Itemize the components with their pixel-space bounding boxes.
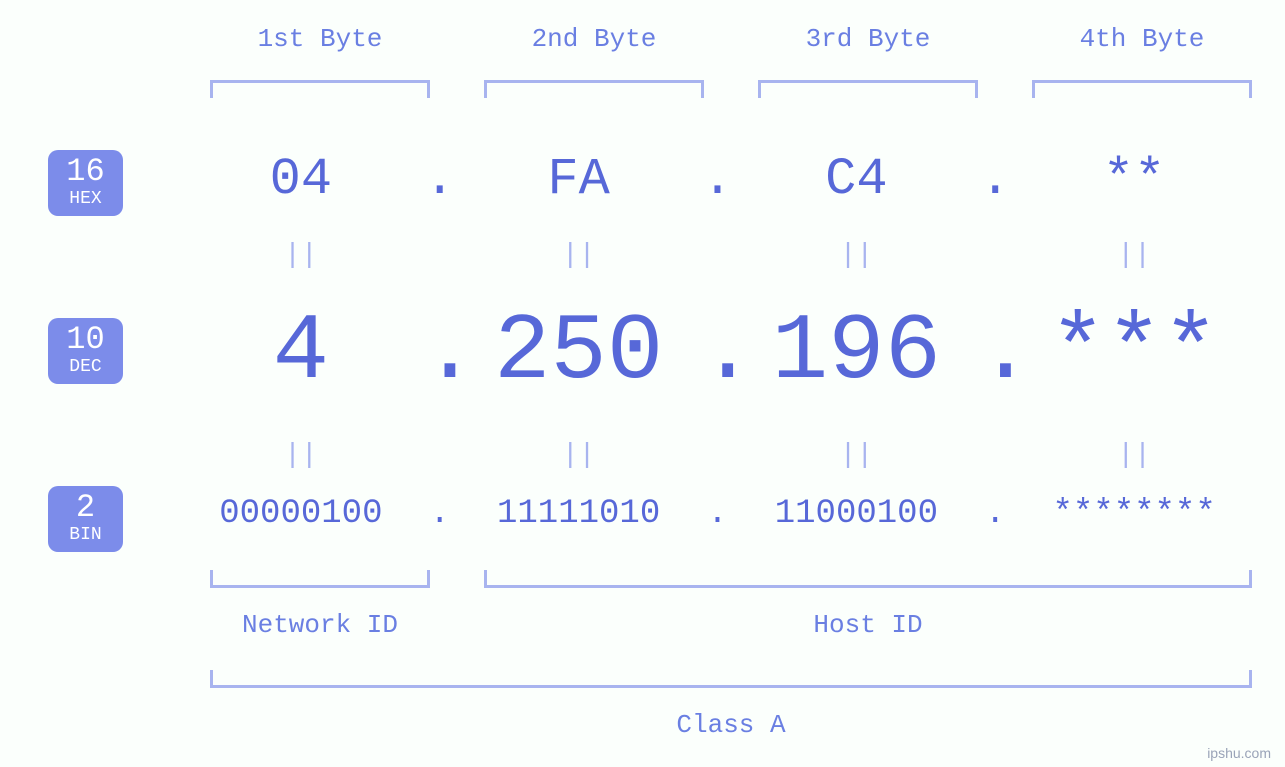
dec-row: 4 . 250 . 196 . *** bbox=[180, 300, 1255, 406]
bin-dot-3: . bbox=[977, 495, 1013, 533]
dec-dot-3: . bbox=[977, 300, 1013, 406]
dec-dot-2: . bbox=[700, 300, 736, 406]
base-badge-bin: 2 BIN bbox=[48, 486, 123, 552]
eq-2-4: || bbox=[1013, 440, 1255, 471]
host-bracket bbox=[484, 570, 1252, 588]
eq-2-2: || bbox=[458, 440, 700, 471]
bin-row: 00000100 . 11111010 . 11000100 . *******… bbox=[180, 495, 1255, 533]
bin-byte-3: 11000100 bbox=[736, 495, 978, 533]
eq-1-3: || bbox=[736, 240, 978, 271]
byte-bracket-3 bbox=[758, 80, 978, 98]
base-badge-hex: 16 HEX bbox=[48, 150, 123, 216]
byte-header-2: 2nd Byte bbox=[484, 24, 704, 54]
base-num-bin: 2 bbox=[48, 492, 123, 524]
network-id-label: Network ID bbox=[210, 610, 430, 640]
equals-row-2: || || || || bbox=[180, 440, 1255, 471]
ip-diagram: 1st Byte 2nd Byte 3rd Byte 4th Byte 16 H… bbox=[0, 0, 1285, 767]
dec-byte-3: 196 bbox=[736, 300, 978, 406]
dec-byte-1: 4 bbox=[180, 300, 422, 406]
base-sub-dec: DEC bbox=[48, 358, 123, 376]
byte-header-4: 4th Byte bbox=[1032, 24, 1252, 54]
eq-2-1: || bbox=[180, 440, 422, 471]
base-num-hex: 16 bbox=[48, 156, 123, 188]
class-bracket bbox=[210, 670, 1252, 688]
base-sub-bin: BIN bbox=[48, 526, 123, 544]
byte-bracket-4 bbox=[1032, 80, 1252, 98]
bin-dot-1: . bbox=[422, 495, 458, 533]
byte-bracket-1 bbox=[210, 80, 430, 98]
hex-dot-2: . bbox=[700, 150, 736, 209]
eq-1-4: || bbox=[1013, 240, 1255, 271]
dec-byte-2: 250 bbox=[458, 300, 700, 406]
bin-byte-2: 11111010 bbox=[458, 495, 700, 533]
hex-byte-2: FA bbox=[458, 150, 700, 209]
hex-byte-4: ** bbox=[1013, 150, 1255, 209]
base-badge-dec: 10 DEC bbox=[48, 318, 123, 384]
hex-row: 04 . FA . C4 . ** bbox=[180, 150, 1255, 209]
eq-2-3: || bbox=[736, 440, 978, 471]
byte-header-1: 1st Byte bbox=[210, 24, 430, 54]
base-sub-hex: HEX bbox=[48, 190, 123, 208]
dec-dot-1: . bbox=[422, 300, 458, 406]
network-bracket bbox=[210, 570, 430, 588]
hex-byte-3: C4 bbox=[736, 150, 978, 209]
byte-header-3: 3rd Byte bbox=[758, 24, 978, 54]
bin-byte-1: 00000100 bbox=[180, 495, 422, 533]
dec-byte-4: *** bbox=[1013, 300, 1255, 406]
host-id-label: Host ID bbox=[484, 610, 1252, 640]
eq-1-1: || bbox=[180, 240, 422, 271]
watermark: ipshu.com bbox=[1207, 745, 1271, 761]
byte-bracket-2 bbox=[484, 80, 704, 98]
equals-row-1: || || || || bbox=[180, 240, 1255, 271]
eq-1-2: || bbox=[458, 240, 700, 271]
hex-dot-1: . bbox=[422, 150, 458, 209]
class-label: Class A bbox=[210, 710, 1252, 740]
hex-dot-3: . bbox=[977, 150, 1013, 209]
hex-byte-1: 04 bbox=[180, 150, 422, 209]
base-num-dec: 10 bbox=[48, 324, 123, 356]
bin-byte-4: ******** bbox=[1013, 495, 1255, 533]
bin-dot-2: . bbox=[700, 495, 736, 533]
